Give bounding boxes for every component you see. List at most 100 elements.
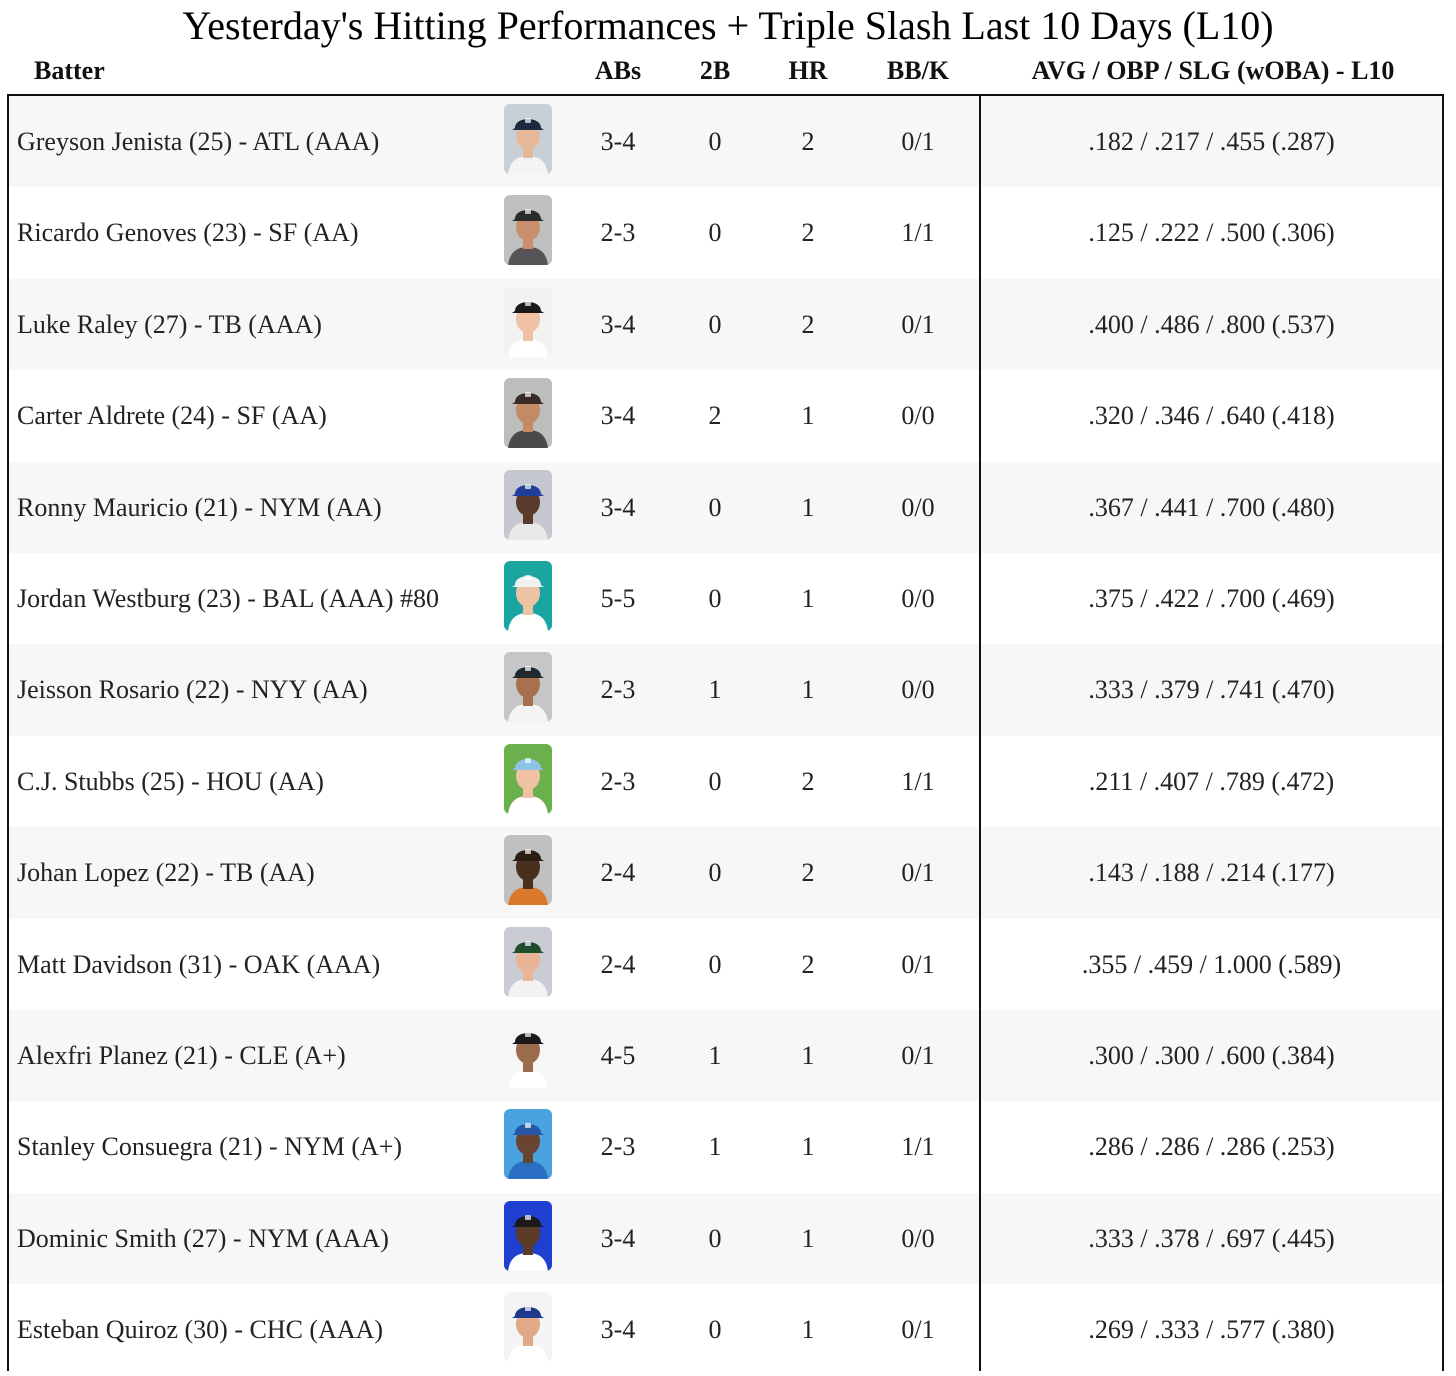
doubles-cell: 0 bbox=[708, 1223, 722, 1253]
doubles-cell: 0 bbox=[708, 949, 722, 979]
column-header-doubles: 2B bbox=[699, 56, 731, 85]
batter-name: Stanley Consuegra (21) - NYM (A+) bbox=[17, 1132, 403, 1162]
batter-name: C.J. Stubbs (25) - HOU (AA) bbox=[17, 766, 324, 796]
abs-cell: 2-3 bbox=[600, 766, 636, 796]
player-headshot-icon bbox=[504, 104, 552, 174]
abs-cell: 4-5 bbox=[600, 1041, 636, 1070]
bbk-cell: 1/1 bbox=[901, 766, 935, 796]
doubles-cell: 0 bbox=[708, 127, 722, 156]
player-headshot-icon bbox=[504, 469, 552, 540]
bbk-cell: 0/0 bbox=[901, 584, 935, 613]
table-row: Ronny Mauricio (21) - NYM (AA) 3-4 0 1 0/0 .3… bbox=[9, 461, 1442, 553]
batter-name: Jeisson Rosario (22) - NYY (AA) bbox=[17, 675, 368, 705]
bbk-cell: 0/0 bbox=[901, 1223, 935, 1253]
column-header-hr: HR bbox=[788, 56, 828, 85]
doubles-cell: 2 bbox=[708, 401, 722, 431]
bbk-cell: 1/1 bbox=[901, 1132, 935, 1162]
table-row: Luke Raley (27) - TB (AAA) 3-4 0 2 0/1 .400 /… bbox=[9, 278, 1442, 371]
table-row: Jordan Westburg (23) - BAL (AAA) #80 5-5 0… bbox=[9, 553, 1442, 645]
doubles-cell: 0 bbox=[708, 309, 722, 339]
player-headshot-icon bbox=[504, 835, 552, 906]
hr-cell: 1 bbox=[801, 1223, 815, 1253]
table-row: Greyson Jenista (25) - ATL (AAA) 3-4 0 2 0/1… bbox=[9, 96, 1442, 188]
column-header-abs: ABs bbox=[594, 56, 642, 85]
player-headshot-icon bbox=[504, 1109, 552, 1180]
hr-cell: 1 bbox=[801, 492, 815, 522]
slash-line-cell: .367 / .441 / .700 (.480) bbox=[1088, 492, 1335, 522]
batter-name: Ronny Mauricio (21) - NYM (AA) bbox=[17, 492, 382, 522]
table-row: Esteban Quiroz (30) - CHC (AAA) 3-4 0 1 0/1.… bbox=[9, 1284, 1442, 1376]
doubles-cell: 0 bbox=[708, 492, 722, 522]
batter-name: Matt Davidson (31) - OAK (AAA) bbox=[17, 949, 381, 979]
column-header-slash: AVG / OBP / SLG (wOBA) - L10 bbox=[1031, 56, 1395, 85]
player-headshot-icon bbox=[504, 1018, 552, 1088]
hr-cell: 1 bbox=[801, 675, 815, 705]
hr-cell: 2 bbox=[801, 127, 815, 156]
abs-cell: 3-4 bbox=[600, 1223, 636, 1253]
abs-cell: 2-3 bbox=[600, 1132, 636, 1162]
page-title: Yesterday's Hitting Performances + Tripl… bbox=[182, 3, 1274, 48]
hr-cell: 2 bbox=[801, 309, 815, 339]
abs-cell: 2-3 bbox=[600, 675, 636, 705]
player-headshot-icon bbox=[504, 1292, 552, 1363]
doubles-cell: 0 bbox=[708, 766, 722, 796]
slash-line-cell: .286 / .286 / .286 (.253) bbox=[1088, 1132, 1335, 1162]
slash-line-cell: .375 / .422 / .700 (.469) bbox=[1088, 584, 1335, 613]
table-row: C.J. Stubbs (25) - HOU (AA) 2-3 0 2 1/1 .211 … bbox=[9, 735, 1442, 828]
stats-table: Greyson Jenista (25) - ATL (AAA) 3-4 0 2 0/1… bbox=[7, 94, 1444, 1376]
abs-cell: 3-4 bbox=[600, 1315, 636, 1345]
batter-name: Esteban Quiroz (30) - CHC (AAA) bbox=[17, 1315, 384, 1345]
hr-cell: 1 bbox=[801, 584, 815, 613]
table-row: Ricardo Genoves (23) - SF (AA) 2-3 0 2 1/1 .1… bbox=[9, 187, 1442, 279]
hr-cell: 1 bbox=[801, 1132, 815, 1162]
player-headshot-icon bbox=[504, 926, 552, 997]
player-headshot-icon bbox=[504, 743, 552, 814]
doubles-cell: 0 bbox=[708, 584, 722, 613]
table-row: Matt Davidson (31) - OAK (AAA) 2-4 0 2 0/1 .3… bbox=[9, 918, 1442, 1010]
bbk-cell: 0/1 bbox=[901, 127, 935, 156]
column-divider bbox=[979, 96, 981, 1371]
player-headshot-icon bbox=[504, 1200, 552, 1271]
player-headshot-icon bbox=[504, 561, 552, 631]
batter-name: Alexfri Planez (21) - CLE (A+) bbox=[17, 1041, 346, 1070]
abs-cell: 3-4 bbox=[600, 127, 636, 156]
doubles-cell: 1 bbox=[708, 1132, 722, 1162]
batter-name: Carter Aldrete (24) - SF (AA) bbox=[17, 401, 327, 431]
slash-line-cell: .211 / .407 / .789 (.472) bbox=[1088, 766, 1335, 796]
slash-line-cell: .182 / .217 / .455 (.287) bbox=[1088, 127, 1335, 156]
bbk-cell: 0/1 bbox=[901, 1315, 935, 1345]
batter-name: Greyson Jenista (25) - ATL (AAA) bbox=[17, 127, 380, 156]
hr-cell: 1 bbox=[801, 1315, 815, 1345]
bbk-cell: 0/1 bbox=[901, 1041, 935, 1070]
doubles-cell: 1 bbox=[708, 1041, 722, 1070]
slash-line-cell: .300 / .300 / .600 (.384) bbox=[1088, 1041, 1335, 1070]
hr-cell: 2 bbox=[801, 858, 815, 888]
doubles-cell: 1 bbox=[708, 675, 722, 705]
column-header-batter: Batter bbox=[34, 56, 105, 85]
slash-line-cell: .400 / .486 / .800 (.537) bbox=[1088, 309, 1335, 339]
abs-cell: 3-4 bbox=[600, 492, 636, 522]
abs-cell: 5-5 bbox=[600, 584, 636, 613]
player-headshot-icon bbox=[504, 652, 552, 723]
slash-line-cell: .355 / .459 / 1.000 (.589) bbox=[1081, 949, 1342, 979]
slash-line-cell: .333 / .379 / .741 (.470) bbox=[1088, 675, 1335, 705]
table-header: Batter ABs 2B HR BB/K AVG / OBP / SLG (w… bbox=[0, 50, 1456, 92]
hr-cell: 1 bbox=[801, 401, 815, 431]
doubles-cell: 0 bbox=[708, 1315, 722, 1345]
bbk-cell: 0/1 bbox=[901, 949, 935, 979]
hr-cell: 2 bbox=[801, 218, 815, 248]
bbk-cell: 0/1 bbox=[901, 309, 935, 339]
player-headshot-icon bbox=[504, 195, 552, 266]
bbk-cell: 1/1 bbox=[901, 218, 935, 248]
column-header-bbk: BB/K bbox=[886, 56, 950, 85]
abs-cell: 2-4 bbox=[600, 858, 636, 888]
table-row: Jeisson Rosario (22) - NYY (AA) 2-3 1 1 0/0.… bbox=[9, 644, 1442, 736]
batter-name: Luke Raley (27) - TB (AAA) bbox=[17, 309, 322, 339]
table-row: Carter Aldrete (24) - SF (AA) 3-4 2 1 0/0 .32… bbox=[9, 370, 1442, 462]
table-row: Dominic Smith (27) - NYM (AAA) 3-4 0 1 0/0 .3… bbox=[9, 1192, 1442, 1285]
player-headshot-icon bbox=[504, 286, 552, 357]
hr-cell: 2 bbox=[801, 766, 815, 796]
bbk-cell: 0/0 bbox=[901, 492, 935, 522]
hr-cell: 2 bbox=[801, 949, 815, 979]
doubles-cell: 0 bbox=[708, 858, 722, 888]
